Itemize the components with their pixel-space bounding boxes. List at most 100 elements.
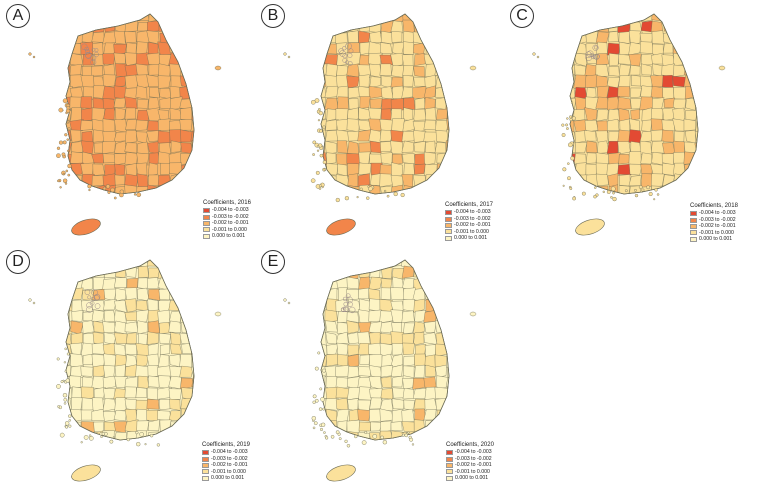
district — [66, 42, 71, 55]
district — [661, 14, 675, 21]
district — [358, 287, 370, 300]
district — [380, 388, 394, 400]
district — [148, 41, 159, 55]
district — [434, 299, 448, 312]
seoul-district — [81, 43, 88, 50]
island — [112, 436, 115, 439]
legend: Coefficients, 2019 -0.004 to -0.003 -0.00… — [202, 442, 250, 481]
legend: Coefficients, 2016 -0.004 to -0.003 -0.00… — [203, 200, 251, 239]
district — [135, 300, 148, 311]
district — [347, 173, 359, 187]
island — [407, 431, 410, 434]
district — [336, 342, 350, 356]
district — [608, 53, 620, 67]
district — [170, 96, 183, 110]
district — [584, 19, 599, 32]
island — [567, 176, 571, 181]
district — [695, 163, 698, 177]
district — [325, 420, 337, 434]
island — [653, 198, 656, 201]
seoul-district — [346, 296, 353, 304]
district — [346, 260, 359, 269]
island — [313, 421, 318, 426]
district — [423, 119, 437, 131]
district — [445, 86, 449, 100]
island — [356, 196, 359, 199]
district — [370, 196, 382, 209]
district — [402, 196, 414, 208]
district — [113, 85, 127, 100]
district — [683, 118, 696, 132]
district — [66, 265, 72, 280]
district — [91, 354, 106, 368]
island — [312, 153, 315, 156]
district — [608, 66, 620, 77]
island — [318, 108, 321, 111]
legend-swatch — [203, 214, 210, 220]
district — [446, 14, 449, 23]
district — [390, 287, 405, 300]
district — [424, 63, 437, 78]
district — [402, 75, 414, 88]
districts — [66, 14, 194, 194]
island — [593, 194, 597, 199]
district — [370, 421, 383, 432]
legend-swatch — [690, 223, 697, 229]
legend-swatch — [202, 469, 209, 475]
district — [673, 198, 685, 209]
district — [447, 30, 449, 45]
district — [135, 260, 149, 268]
island — [56, 357, 60, 361]
district — [412, 260, 427, 269]
legend-swatch — [202, 456, 209, 462]
island — [319, 427, 324, 431]
district — [630, 87, 642, 98]
legend-swatch — [690, 217, 697, 223]
district — [124, 321, 139, 333]
island — [32, 301, 36, 305]
district — [359, 354, 370, 365]
district — [401, 54, 414, 67]
island — [654, 188, 658, 192]
legend-label: -0.001 to 0.000 — [211, 468, 246, 475]
district — [191, 140, 194, 153]
district — [114, 364, 126, 378]
district — [607, 173, 619, 188]
district — [347, 30, 359, 43]
legend-swatch — [202, 475, 209, 481]
district — [661, 129, 675, 143]
island — [566, 127, 569, 130]
district — [640, 20, 653, 33]
panel-letter: D — [6, 250, 30, 274]
island — [314, 366, 319, 371]
legend-swatch — [690, 230, 697, 236]
district — [82, 376, 94, 388]
district — [412, 31, 425, 45]
district — [424, 442, 436, 455]
island — [135, 431, 139, 435]
island — [325, 436, 329, 440]
island — [312, 394, 317, 399]
district — [685, 43, 697, 56]
legend-label: -0.004 to -0.003 — [212, 207, 249, 214]
district — [66, 430, 73, 440]
island — [648, 191, 653, 197]
district — [103, 299, 117, 311]
district — [424, 14, 438, 22]
district — [423, 85, 436, 99]
district — [662, 42, 674, 54]
korea-map — [283, 259, 477, 482]
district — [606, 141, 619, 154]
district — [379, 310, 394, 324]
district — [324, 309, 338, 323]
district — [179, 14, 192, 21]
district — [114, 332, 128, 344]
district — [159, 431, 170, 440]
island — [317, 119, 320, 122]
district — [380, 141, 393, 152]
district — [168, 20, 183, 32]
island — [532, 52, 536, 56]
district — [346, 419, 360, 434]
island — [312, 140, 317, 145]
district — [170, 332, 182, 346]
